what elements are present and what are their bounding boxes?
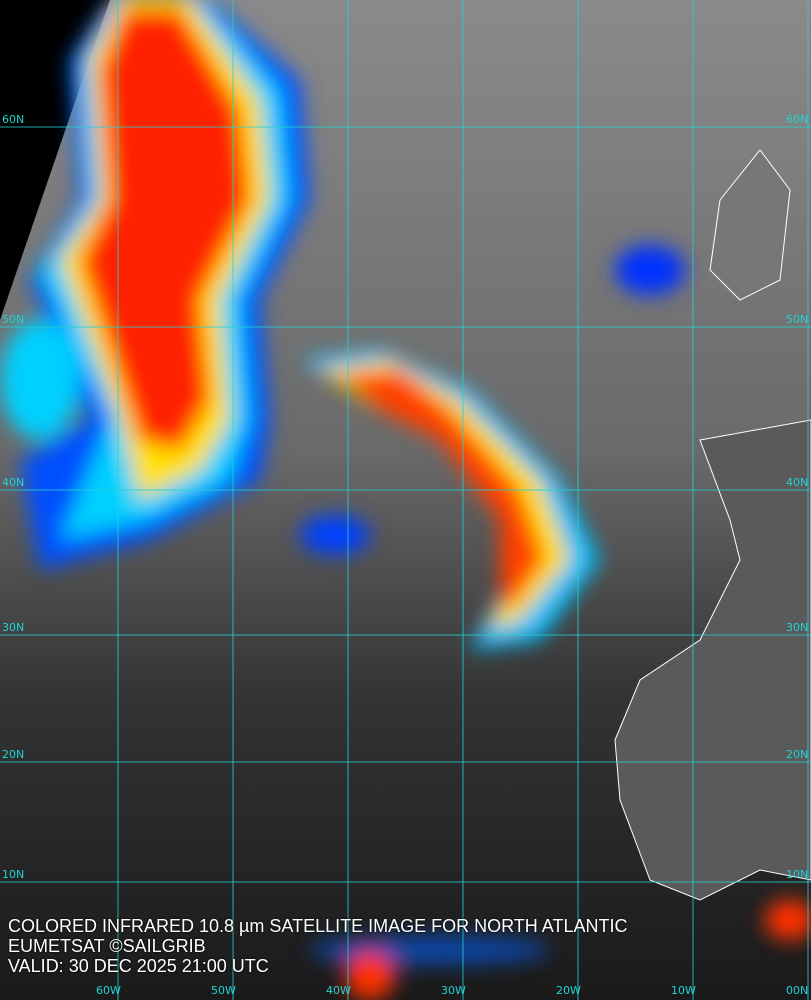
latitude-label: 20N bbox=[786, 748, 809, 761]
longitude-label: 20W bbox=[556, 984, 581, 997]
latitude-label: 30N bbox=[786, 621, 809, 634]
longitude-label: 10W bbox=[671, 984, 696, 997]
caption-valid-time: VALID: 30 DEC 2025 21:00 UTC bbox=[8, 956, 269, 976]
longitude-label: 30W bbox=[441, 984, 466, 997]
longitude-label: 40W bbox=[326, 984, 351, 997]
latitude-label: 30N bbox=[2, 621, 25, 634]
longitude-label: 60W bbox=[96, 984, 121, 997]
latitude-label: 60N bbox=[2, 113, 25, 126]
longitude-label: 50W bbox=[211, 984, 236, 997]
latitude-label: 40N bbox=[2, 476, 25, 489]
caption-title: COLORED INFRARED 10.8 µm SATELLITE IMAGE… bbox=[8, 916, 628, 936]
latitude-label: 60N bbox=[786, 113, 809, 126]
latitude-label: 50N bbox=[2, 313, 25, 326]
image-caption: COLORED INFRARED 10.8 µm SATELLITE IMAGE… bbox=[8, 916, 627, 976]
latitude-label: 20N bbox=[2, 748, 25, 761]
latitude-label: 50N bbox=[786, 313, 809, 326]
latitude-label: 10N bbox=[786, 868, 809, 881]
land-africa bbox=[614, 149, 811, 901]
caption-credit: EUMETSAT ©SAILGRIB bbox=[8, 936, 206, 956]
latitude-label: 10N bbox=[2, 868, 25, 881]
longitude-label: 00N bbox=[786, 984, 809, 997]
latitude-label: 40N bbox=[786, 476, 809, 489]
